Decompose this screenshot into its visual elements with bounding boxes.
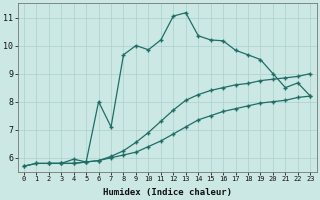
X-axis label: Humidex (Indice chaleur): Humidex (Indice chaleur) (103, 188, 232, 197)
